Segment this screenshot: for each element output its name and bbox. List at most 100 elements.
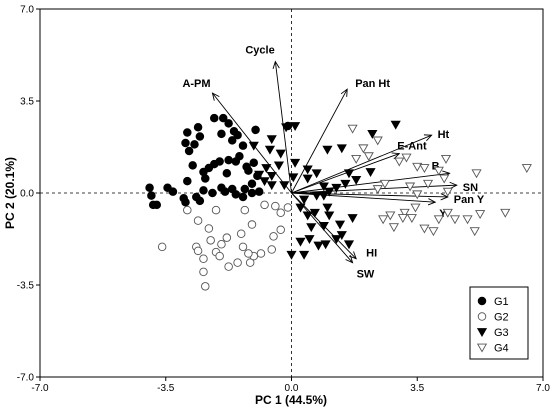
data-point-g2 (236, 229, 246, 238)
loading-vector-label: Pan Ht (355, 78, 390, 90)
data-point-g2 (269, 232, 278, 241)
data-point-g3 (367, 129, 378, 139)
loading-vector-label: Y (439, 208, 447, 220)
data-point-g3 (298, 250, 310, 260)
data-point-g3 (318, 182, 329, 192)
loading-vector-arrowhead (449, 181, 458, 190)
x-tick-label: 0.0 (285, 383, 299, 394)
data-point-g3 (322, 203, 333, 213)
data-point-g3 (365, 168, 376, 177)
data-point-g4 (419, 224, 430, 234)
x-axis-title: PC 1 (44.5%) (255, 393, 327, 407)
data-point-g3 (322, 145, 333, 155)
data-point-g4 (521, 164, 532, 174)
legend-label-g3: G3 (494, 327, 509, 339)
series-g1 (145, 113, 293, 210)
data-point-g3 (309, 208, 320, 218)
loading-vector-label: SN (463, 182, 478, 194)
data-point-g1 (233, 130, 242, 140)
data-point-g3 (320, 240, 331, 250)
data-point-g2 (183, 205, 192, 215)
data-point-g2 (244, 249, 253, 258)
data-point-g2 (201, 282, 210, 291)
data-point-g1 (208, 188, 217, 198)
data-point-g4 (358, 144, 369, 154)
data-point-g2 (157, 242, 167, 252)
data-point-g1 (224, 119, 233, 128)
data-point-g3 (304, 235, 315, 244)
data-point-g3 (254, 170, 265, 180)
data-point-g3 (302, 174, 313, 184)
data-point-g4 (428, 227, 439, 237)
data-point-g3 (281, 123, 292, 133)
data-point-g4 (471, 169, 482, 179)
x-tick-label: -7.0 (31, 383, 49, 394)
data-point-g4 (397, 214, 408, 223)
data-point-g2 (199, 267, 208, 277)
data-point-g4 (372, 136, 383, 146)
data-point-g4 (462, 215, 473, 225)
data-point-g1 (242, 162, 251, 171)
data-point-g3 (266, 172, 277, 181)
data-point-g3 (266, 181, 277, 191)
legend-marker-g3 (476, 328, 488, 337)
legend: G1 G2 G3 G4 (469, 286, 529, 360)
data-point-g4 (379, 179, 390, 189)
data-point-g4 (433, 166, 444, 176)
data-point-g4 (372, 185, 383, 195)
data-point-g2 (193, 246, 203, 256)
data-point-g3 (331, 235, 342, 244)
data-point-g3 (259, 177, 270, 187)
data-point-g4 (433, 215, 444, 225)
loading-vector-arrowhead (391, 152, 401, 160)
data-point-g4 (363, 152, 374, 162)
data-point-g4 (347, 124, 358, 134)
data-point-g4 (412, 162, 423, 172)
data-point-g1 (181, 197, 190, 207)
legend-label-g2: G2 (494, 312, 509, 324)
data-point-g1 (168, 187, 178, 196)
data-point-g1 (240, 184, 250, 194)
data-point-g4 (378, 215, 389, 225)
data-point-g3 (390, 120, 401, 130)
data-point-g3 (351, 175, 362, 185)
data-point-g4 (475, 210, 486, 220)
data-point-g3 (266, 135, 277, 145)
loading-vector-label: E-Ant (397, 141, 427, 153)
data-point-g4 (404, 182, 416, 192)
data-point-g2 (224, 262, 233, 271)
loading-vector-arrow (291, 88, 348, 194)
legend-label-g4: G4 (494, 343, 509, 355)
data-point-g3 (248, 141, 259, 151)
loading-vector-arrow (291, 153, 400, 194)
data-point-g4 (406, 214, 417, 223)
data-point-g3 (273, 161, 285, 171)
data-point-g4 (500, 208, 511, 218)
data-point-g4 (440, 154, 452, 164)
legend-marker-g1 (477, 296, 487, 306)
data-point-g1 (193, 123, 203, 132)
y-tick-label: -7.0 (17, 373, 35, 384)
data-point-g4 (439, 174, 450, 184)
data-point-g3 (324, 211, 335, 221)
loading-vector-arrowhead (345, 255, 354, 264)
data-point-g4 (385, 211, 396, 221)
data-point-g1 (220, 187, 230, 196)
loading-vector-arrowhead (272, 60, 280, 70)
data-point-g1 (195, 196, 205, 206)
data-point-g1 (218, 113, 228, 123)
data-point-g1 (238, 141, 248, 150)
data-point-g3 (261, 164, 272, 174)
data-point-g2 (211, 205, 221, 215)
loading-vector-arrowhead (348, 251, 357, 260)
data-point-g1 (201, 174, 210, 183)
data-point-g1 (254, 187, 264, 196)
data-point-g1 (199, 186, 208, 195)
loading-vector-arrowhead (440, 193, 449, 201)
data-point-g1 (190, 140, 199, 149)
loading-vector-label: B (432, 160, 440, 172)
data-points (145, 113, 532, 291)
data-point-g1 (231, 190, 241, 199)
data-point-g3 (343, 169, 355, 179)
